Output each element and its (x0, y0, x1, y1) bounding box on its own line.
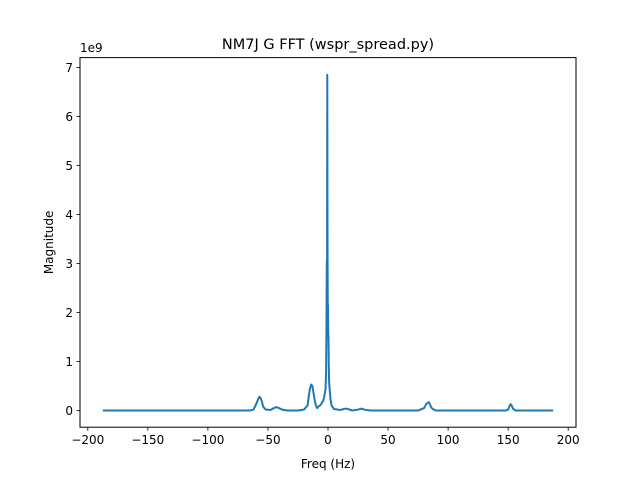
y-tick-label: 3 (65, 257, 73, 271)
x-tick-label: −50 (255, 433, 280, 447)
y-tick-label: 6 (65, 110, 73, 124)
y-tick-label: 4 (65, 208, 73, 222)
y-tick-label: 2 (65, 306, 73, 320)
chart-title: NM7J G FFT (wspr_spread.py) (222, 37, 434, 53)
axis-ticks: −200 −150 −100 −50 0 50 100 150 200 0 1 2 3 4 5 6 7 (65, 61, 579, 447)
y-tick-label: 1 (65, 355, 73, 369)
series-line-0 (102, 73, 554, 412)
x-tick-label: −100 (191, 433, 224, 447)
x-tick-label: 50 (380, 433, 395, 447)
plot-area (102, 73, 554, 412)
y-tick-label: 0 (65, 404, 73, 418)
x-tick-label: 200 (557, 433, 580, 447)
y-axis-label: Magnitude (42, 211, 56, 275)
y-axis-offset-label: 1e9 (80, 41, 103, 55)
x-tick-label: 100 (437, 433, 460, 447)
x-tick-label: −150 (131, 433, 164, 447)
y-tick-label: 5 (65, 159, 73, 173)
x-tick-label: −200 (71, 433, 104, 447)
axes-frame (79, 57, 577, 428)
x-tick-label: 150 (497, 433, 520, 447)
x-axis-label: Freq (Hz) (301, 457, 355, 471)
x-tick-label: 0 (324, 433, 332, 447)
y-tick-label: 7 (65, 61, 73, 75)
